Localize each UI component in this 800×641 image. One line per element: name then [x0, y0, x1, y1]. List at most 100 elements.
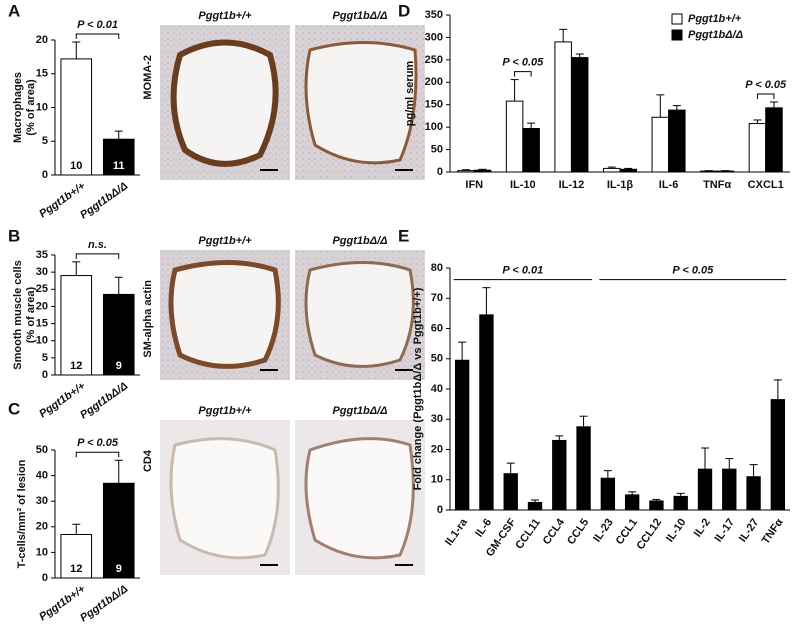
- bracket: [756, 93, 775, 100]
- y-tick-label: 70: [431, 292, 443, 304]
- legend-label: Pggt1b+/+: [688, 13, 742, 25]
- panel-label: A: [8, 1, 20, 20]
- y-tick-label: 20: [36, 34, 48, 46]
- legend-swatch: [671, 13, 683, 25]
- y-tick-label: 10: [36, 335, 48, 347]
- x-tick-label: IL-2: [692, 517, 713, 540]
- bar: [697, 468, 713, 511]
- bar: [600, 477, 616, 511]
- x-tick-label: CCL4: [541, 516, 568, 547]
- y-tick-label: 10: [36, 101, 48, 113]
- n-label: 9: [116, 360, 122, 372]
- genotype-label: Pggt1b+/+: [198, 235, 252, 247]
- bar: [60, 58, 93, 176]
- y-tick-label: 40: [431, 383, 443, 395]
- y-axis-label: Smooth muscle cells: [12, 260, 24, 369]
- x-tick-label: IL-27: [737, 517, 762, 545]
- y-tick-label: 15: [36, 68, 48, 80]
- x-tick-label: IL-23: [591, 517, 616, 545]
- y-tick-label: 0: [437, 166, 443, 178]
- panel-label: D: [398, 1, 410, 20]
- y-tick-label: 100: [425, 121, 443, 133]
- y-tick-label: 5: [42, 135, 48, 147]
- n-label: 12: [70, 563, 82, 575]
- bar: [649, 500, 664, 511]
- bar: [673, 495, 688, 511]
- bar: [60, 533, 93, 579]
- bar: [602, 167, 621, 173]
- annotation: P < 0.05: [672, 265, 714, 277]
- y-axis-label: T-cells/mm² of lesion: [16, 459, 28, 568]
- bar: [765, 107, 783, 173]
- bar: [503, 473, 518, 511]
- panel-label: C: [8, 399, 20, 418]
- x-tick-label: TNFα: [703, 179, 731, 191]
- bracket: [75, 253, 120, 259]
- y-tick-label: 30: [36, 266, 48, 278]
- annotation: P < 0.01: [77, 19, 118, 31]
- bar: [102, 482, 135, 579]
- y-tick-label: 80: [431, 262, 443, 274]
- bar: [668, 109, 686, 173]
- bar: [619, 168, 638, 173]
- y-tick-label: 50: [431, 143, 443, 155]
- genotype-label: Pggt1bΔ/Δ: [332, 10, 387, 22]
- y-axis-label: Macrophages: [12, 72, 24, 143]
- y-tick-label: 5: [42, 352, 48, 364]
- n-label: 10: [70, 160, 82, 172]
- x-tick-label: IL-6: [473, 517, 494, 540]
- x-tick-label: IL-6: [659, 179, 679, 191]
- x-tick-label: IL-10: [664, 517, 689, 545]
- bar: [700, 170, 718, 173]
- bar: [716, 170, 735, 173]
- bar: [651, 116, 670, 173]
- y-axis-label: (% of area): [25, 79, 37, 136]
- genotype-label: Pggt1bΔ/Δ: [332, 235, 387, 247]
- y-tick-label: 10: [36, 546, 48, 558]
- y-tick-label: 40: [36, 470, 48, 482]
- y-tick-label: 10: [431, 474, 443, 486]
- legend-label: Pggt1bΔ/Δ: [688, 29, 743, 41]
- stain-label: MOMA-2: [142, 55, 154, 100]
- bar: [454, 359, 470, 511]
- micrographs: [160, 25, 425, 575]
- bar: [522, 127, 540, 173]
- bar: [102, 293, 135, 376]
- y-tick-label: 0: [437, 504, 443, 516]
- x-tick-label: IFN: [465, 179, 483, 191]
- genotype-label: Pggt1bΔ/Δ: [332, 405, 387, 417]
- y-tick-label: 0: [42, 169, 48, 181]
- bar: [479, 314, 494, 511]
- x-tick-label: IL1-ra: [443, 516, 471, 548]
- bar: [102, 138, 135, 176]
- y-tick-label: 35: [36, 249, 48, 261]
- y-tick-label: 30: [36, 495, 48, 507]
- y-tick-label: 50: [36, 444, 48, 456]
- y-tick-label: 0: [42, 369, 48, 381]
- bracket: [75, 451, 120, 458]
- y-tick-label: 20: [36, 300, 48, 312]
- bracket: [75, 33, 120, 40]
- legend-swatch: [671, 29, 683, 41]
- stain-label: SM-alpha actin: [142, 280, 154, 358]
- annotation: P < 0.05: [502, 57, 544, 69]
- x-tick-label: IL-1β: [607, 179, 634, 191]
- bar: [624, 494, 640, 511]
- y-tick-label: 250: [425, 54, 443, 66]
- x-tick-label: Pggt1bΔ/Δ: [78, 180, 130, 221]
- stain-label: CD4: [142, 449, 154, 472]
- bar: [748, 123, 767, 173]
- genotype-label: Pggt1b+/+: [198, 10, 252, 22]
- bracket: [514, 71, 532, 77]
- n-label: 12: [70, 360, 82, 372]
- panel-label: E: [398, 226, 409, 245]
- annotation: P < 0.05: [77, 437, 119, 449]
- y-tick-label: 20: [431, 443, 443, 455]
- annotation: n.s.: [88, 239, 107, 251]
- annotation: P < 0.01: [502, 265, 543, 277]
- bar: [527, 501, 543, 511]
- y-tick-label: 350: [425, 9, 443, 21]
- genotype-label: Pggt1b+/+: [198, 405, 252, 417]
- x-tick-label: IL-12: [559, 179, 585, 191]
